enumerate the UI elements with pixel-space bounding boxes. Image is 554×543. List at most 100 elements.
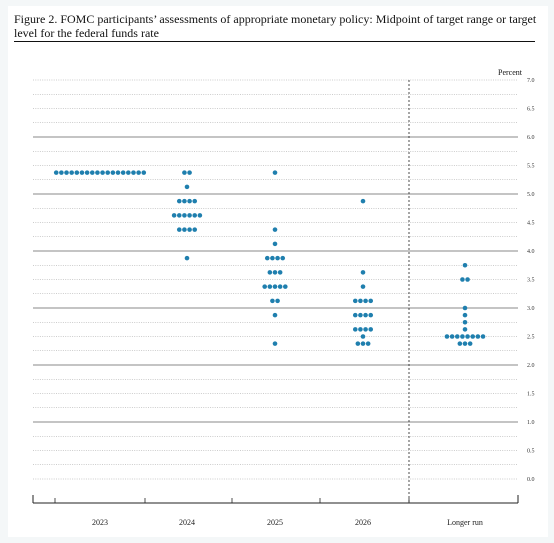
participant-dot [454, 334, 460, 339]
participant-dot [270, 255, 275, 261]
participant-dot [141, 170, 147, 175]
participant-dot [360, 270, 366, 275]
participant-dot [465, 277, 470, 282]
participant-dot [365, 341, 371, 346]
participant-dot [197, 213, 203, 218]
participant-dot [184, 255, 190, 261]
participant-dot [110, 170, 116, 175]
participant-dot [360, 341, 366, 346]
participant-dot [131, 170, 136, 175]
participant-dot [192, 198, 198, 204]
participant-dot [171, 213, 177, 218]
participant-dot [280, 255, 286, 261]
participant-dot [64, 170, 69, 175]
participant-dot [462, 341, 468, 346]
y-tick-label: 5.0 [527, 192, 535, 198]
participant-dot [84, 170, 90, 175]
participant-dot [182, 198, 187, 204]
participant-dot [368, 298, 374, 304]
participant-dot [475, 334, 481, 339]
figure-title: Figure 2. FOMC participants’ assessments… [14, 12, 537, 40]
participant-dot [176, 198, 182, 204]
participant-dot [462, 327, 468, 332]
participant-dot [176, 213, 182, 218]
participant-dot [270, 298, 275, 304]
participant-dot [187, 213, 192, 218]
participant-dot [74, 170, 80, 175]
participant-dot [360, 334, 366, 339]
participant-dot [462, 312, 468, 318]
y-tick-label: 1.0 [527, 420, 535, 426]
participant-dot [79, 170, 85, 175]
y-tick-label: 2.0 [527, 363, 535, 369]
participant-dot [444, 334, 450, 339]
participant-dot [89, 170, 95, 175]
y-tick-label: 0.0 [527, 477, 535, 483]
participant-dot [272, 284, 278, 289]
participant-dot [462, 305, 468, 311]
axes: 0.0 0.5 1.0 1.5 2.0 2.5 3.0 3.5 4.0 4.5 5.0 5.5 6.0 6… [32, 78, 535, 527]
y-axis-unit-label: Percent [498, 68, 523, 77]
participant-dot [358, 312, 363, 318]
participant-dot [470, 334, 476, 339]
participant-dot [352, 327, 358, 332]
participant-dot [187, 170, 192, 175]
x-category-label: 2025 [267, 518, 283, 527]
participant-dot [275, 255, 280, 261]
participant-dot [267, 284, 273, 289]
participant-dot [283, 284, 288, 289]
y-tick-label: 1.5 [527, 392, 535, 398]
participant-dot [95, 170, 100, 175]
participant-dot [272, 341, 278, 346]
x-category-label: 2026 [355, 518, 371, 527]
participant-dot [69, 170, 74, 175]
participant-dot [360, 284, 366, 289]
participant-dot [120, 170, 126, 175]
participant-dot [272, 312, 278, 318]
title-rule [14, 41, 535, 42]
x-category-label: Longer run [447, 518, 483, 527]
participant-dot [460, 277, 465, 282]
participant-dot [460, 334, 465, 339]
participant-dot [358, 298, 363, 304]
x-category-label: 2023 [92, 518, 108, 527]
participant-dot [480, 334, 486, 339]
participant-dot [360, 198, 366, 204]
participant-dot [182, 170, 187, 175]
participant-dot [176, 227, 182, 232]
y-tick-label: 3.5 [527, 278, 535, 284]
participant-dot [272, 270, 278, 275]
participant-dot [272, 170, 278, 175]
participant-dot [192, 213, 198, 218]
participant-dot [182, 227, 187, 232]
participant-dot [465, 334, 470, 339]
participant-dot [462, 262, 468, 268]
participant-dot [126, 170, 131, 175]
participant-dot [105, 170, 111, 175]
participant-dot [192, 227, 198, 232]
participant-dot [457, 341, 463, 346]
participant-dot [262, 284, 268, 289]
participant-dot [368, 327, 374, 332]
participant-dot [59, 170, 64, 175]
participant-dot [53, 170, 59, 175]
y-tick-label: 7.0 [527, 78, 535, 84]
participant-dot [363, 327, 368, 332]
participant-dot [115, 170, 121, 175]
y-tick-label: 0.5 [527, 449, 535, 455]
y-tick-label: 5.5 [527, 164, 535, 170]
participant-dot [358, 327, 363, 332]
participant-dot [352, 298, 358, 304]
participant-dot [272, 227, 278, 232]
participant-dot [136, 170, 141, 175]
participant-dot [363, 312, 368, 318]
participant-dot [100, 170, 105, 175]
participant-dot [275, 298, 280, 304]
participant-dot [264, 255, 270, 261]
participant-dot [267, 270, 273, 275]
participant-dot [449, 334, 455, 339]
participant-dot [352, 312, 358, 318]
participant-dot [277, 270, 283, 275]
x-category-label: 2024 [179, 518, 195, 527]
